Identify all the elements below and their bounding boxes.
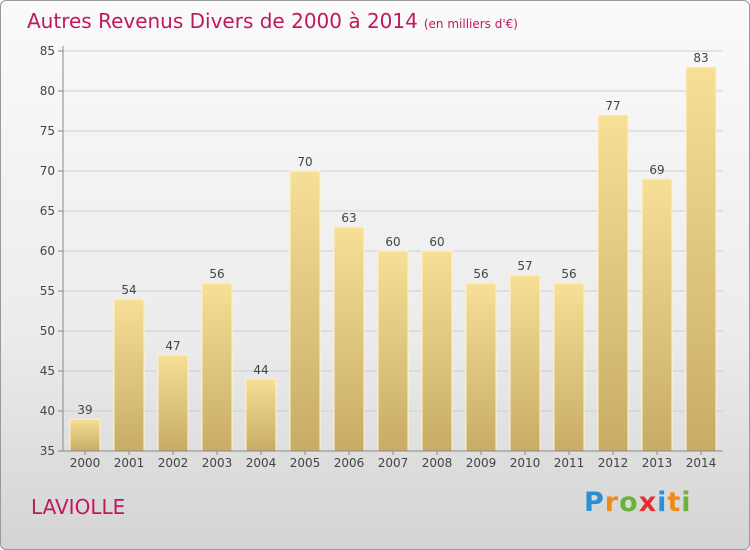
x-tick-label-2009: 2009 (466, 456, 497, 470)
y-axis: 35 40 45 50 55 60 65 70 75 80 85 (40, 44, 64, 458)
bar-2014[interactable] (685, 66, 717, 452)
logo-letter: r (604, 487, 620, 518)
y-tick-label: 55 (40, 284, 55, 298)
logo-letter: P (584, 487, 605, 518)
data-label-2006: 63 (341, 211, 356, 225)
x-tick-label-2011: 2011 (554, 456, 585, 470)
logo-letter: x (638, 487, 658, 518)
data-label-2008: 60 (429, 235, 444, 249)
y-tick-label: 35 (40, 444, 55, 458)
bar-2001[interactable] (113, 298, 145, 452)
y-tick-label: 50 (40, 324, 55, 338)
data-label-2002: 47 (165, 339, 180, 353)
x-tick-label-2007: 2007 (378, 456, 409, 470)
x-axis: 2000 2001 2002 2003 2004 2005 2006 2007 2008 2009… (63, 450, 723, 470)
data-label-2012: 77 (605, 99, 620, 113)
x-tick-label-2004: 2004 (246, 456, 277, 470)
bar-2007[interactable] (377, 250, 409, 452)
data-label-2004: 44 (253, 363, 268, 377)
x-tick-label-2014: 2014 (686, 456, 717, 470)
data-label-2014: 83 (693, 51, 708, 65)
x-tick-label-2010: 2010 (510, 456, 541, 470)
bar-2002[interactable] (157, 354, 189, 452)
y-tick-label: 65 (40, 204, 55, 218)
proxiti-logo[interactable]: Proxiti (584, 487, 692, 518)
y-tick-label: 80 (40, 84, 55, 98)
bar-2005[interactable] (289, 170, 321, 452)
x-tick-label-2003: 2003 (202, 456, 233, 470)
x-tick-label-2002: 2002 (158, 456, 189, 470)
bar-2004[interactable] (245, 378, 277, 452)
y-tick-label: 40 (40, 404, 55, 418)
x-tick-label-2012: 2012 (598, 456, 629, 470)
place-name: LAVIOLLE (31, 495, 126, 519)
x-tick-label-2001: 2001 (114, 456, 145, 470)
bar-2003[interactable] (201, 282, 233, 452)
chart-title: Autres Revenus Divers de 2000 à 2014 (en … (27, 9, 518, 33)
logo-letter: i (657, 487, 668, 518)
chart-unit-label: (en milliers d'€) (423, 17, 518, 31)
y-tick-label: 70 (40, 164, 55, 178)
y-tick-label: 75 (40, 124, 55, 138)
x-tick-label-2008: 2008 (422, 456, 453, 470)
data-label-2009: 56 (473, 267, 488, 281)
logo-letter: i (681, 487, 692, 518)
logo-letter: t (667, 487, 682, 518)
bar-2010[interactable] (509, 274, 541, 452)
data-label-2007: 60 (385, 235, 400, 249)
bar-2000[interactable] (69, 418, 101, 452)
bars: 39 54 47 56 44 70 63 60 60 56 57 56 77 69 83 (69, 51, 717, 452)
data-label-2013: 69 (649, 163, 664, 177)
bar-2009[interactable] (465, 282, 497, 452)
chart-title-text: Autres Revenus Divers de 2000 à 2014 (27, 9, 418, 33)
data-label-2010: 57 (517, 259, 532, 273)
x-tick-label-2000: 2000 (70, 456, 101, 470)
data-label-2001: 54 (121, 283, 136, 297)
bar-2008[interactable] (421, 250, 453, 452)
y-tick-label: 60 (40, 244, 55, 258)
x-tick-label-2013: 2013 (642, 456, 673, 470)
logo-letter: o (619, 487, 639, 518)
y-tick-label: 45 (40, 364, 55, 378)
y-tick-label: 85 (40, 44, 55, 58)
bar-2012[interactable] (597, 114, 629, 452)
data-label-2000: 39 (77, 403, 92, 417)
bar-2011[interactable] (553, 282, 585, 452)
data-label-2003: 56 (209, 267, 224, 281)
x-tick-label-2006: 2006 (334, 456, 365, 470)
x-tick-label-2005: 2005 (290, 456, 321, 470)
bar-2006[interactable] (333, 226, 365, 452)
data-label-2005: 70 (297, 155, 312, 169)
data-label-2011: 56 (561, 267, 576, 281)
bar-2013[interactable] (641, 178, 673, 452)
